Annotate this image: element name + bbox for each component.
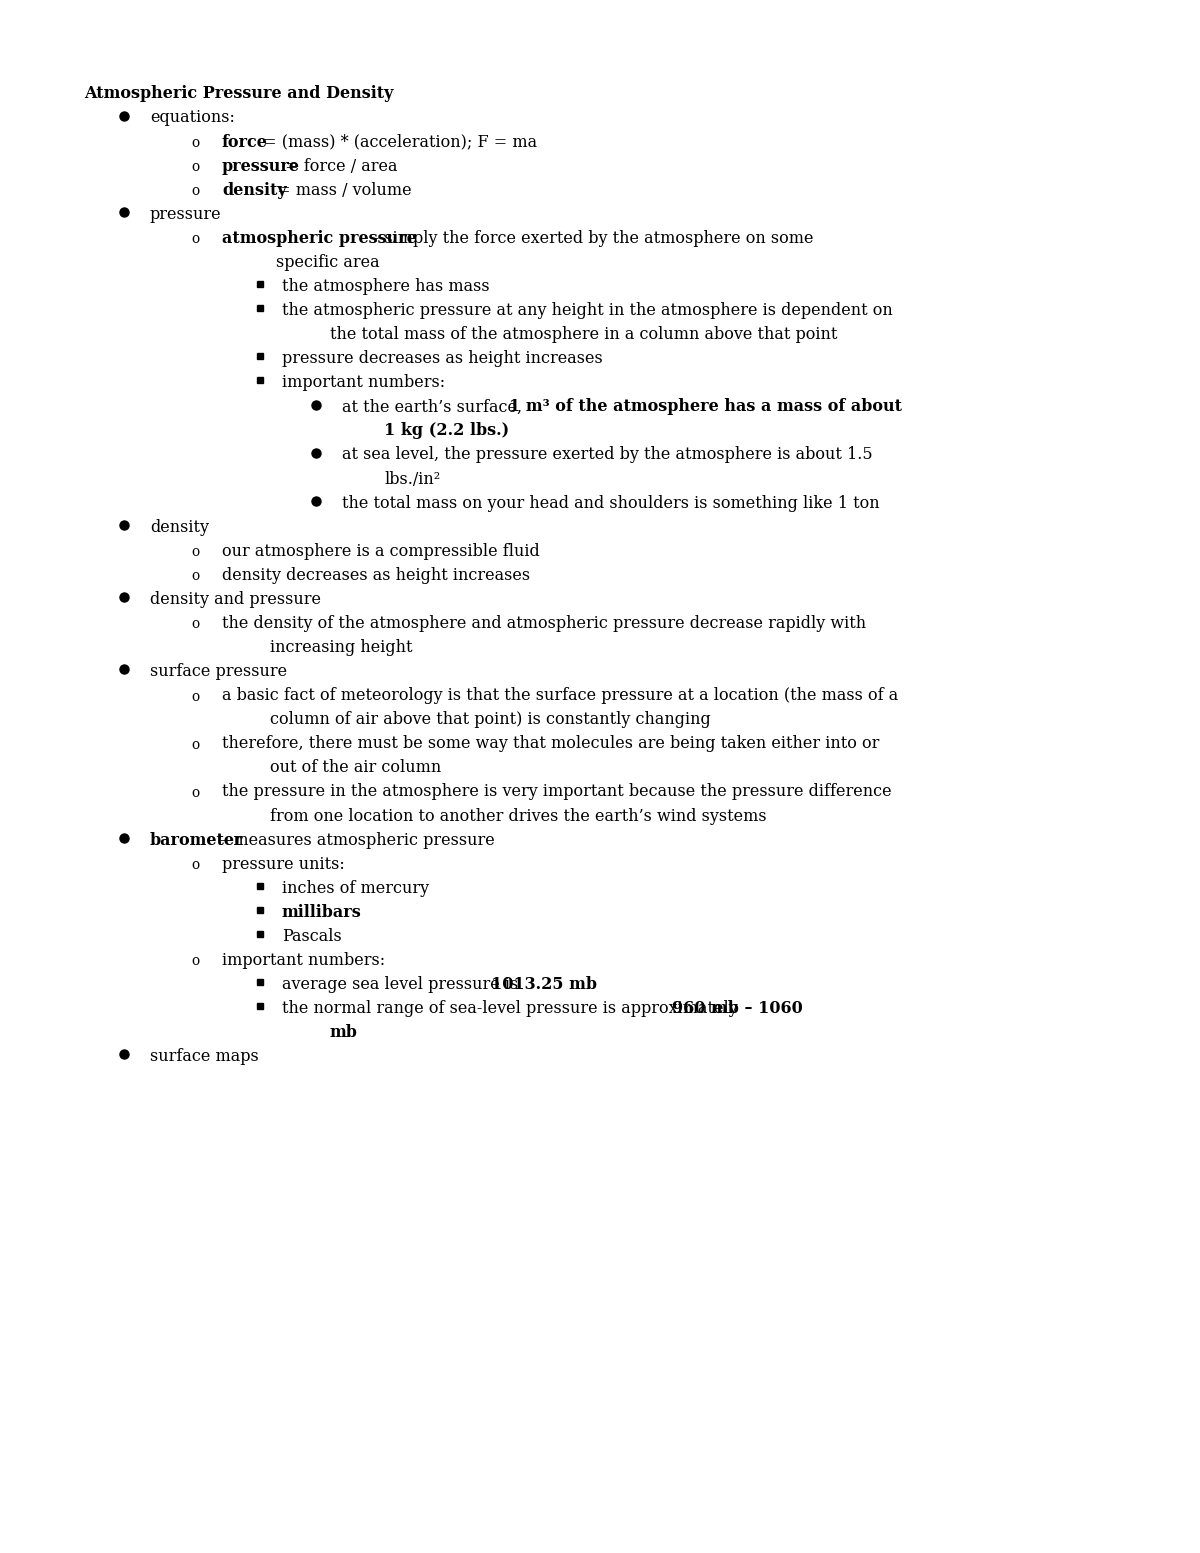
Text: pressure units:: pressure units: [222, 856, 344, 873]
Text: density: density [150, 519, 209, 536]
Text: our atmosphere is a compressible fluid: our atmosphere is a compressible fluid [222, 542, 540, 559]
Text: a basic fact of meteorology is that the surface pressure at a location (the mass: a basic fact of meteorology is that the … [222, 686, 899, 704]
Text: important numbers:: important numbers: [282, 374, 445, 391]
Text: pressure decreases as height increases: pressure decreases as height increases [282, 349, 602, 367]
Text: density: density [222, 182, 287, 199]
Text: o: o [192, 231, 199, 247]
Text: the density of the atmosphere and atmospheric pressure decrease rapidly with: the density of the atmosphere and atmosp… [222, 615, 866, 632]
Text: o: o [192, 568, 199, 584]
Text: the pressure in the atmosphere is very important because the pressure difference: the pressure in the atmosphere is very i… [222, 783, 892, 800]
Text: o: o [192, 786, 199, 800]
Text: – measures atmospheric pressure: – measures atmospheric pressure [215, 831, 494, 848]
Text: increasing height: increasing height [270, 638, 413, 655]
Text: barometer: barometer [150, 831, 244, 848]
Text: = force / area: = force / area [280, 157, 397, 174]
Text: o: o [192, 857, 199, 873]
Text: density decreases as height increases: density decreases as height increases [222, 567, 530, 584]
Text: inches of mercury: inches of mercury [282, 879, 430, 896]
Text: important numbers:: important numbers: [222, 952, 385, 969]
Text: the total mass of the atmosphere in a column above that point: the total mass of the atmosphere in a co… [330, 326, 838, 343]
Text: column of air above that point) is constantly changing: column of air above that point) is const… [270, 711, 710, 728]
Text: o: o [192, 545, 199, 559]
Text: average sea level pressure is: average sea level pressure is [282, 975, 523, 992]
Text: from one location to another drives the earth’s wind systems: from one location to another drives the … [270, 808, 767, 825]
Text: o: o [192, 954, 199, 969]
Text: out of the air column: out of the air column [270, 759, 442, 776]
Text: atmospheric pressure: atmospheric pressure [222, 230, 416, 247]
Text: 960 mb – 1060: 960 mb – 1060 [672, 1000, 803, 1017]
Text: o: o [192, 183, 199, 199]
Text: o: o [192, 690, 199, 704]
Text: surface pressure: surface pressure [150, 663, 287, 680]
Text: mb: mb [330, 1023, 358, 1041]
Text: Atmospheric Pressure and Density: Atmospheric Pressure and Density [84, 85, 394, 102]
Text: Pascals: Pascals [282, 927, 342, 944]
Text: = (mass) * (acceleration); F = ma: = (mass) * (acceleration); F = ma [258, 134, 538, 151]
Text: = mass / volume: = mass / volume [272, 182, 412, 199]
Text: 1 kg (2.2 lbs.): 1 kg (2.2 lbs.) [384, 422, 509, 439]
Text: density and pressure: density and pressure [150, 590, 322, 607]
Text: o: o [192, 160, 199, 174]
Text: 1 m³ of the atmosphere has a mass of about: 1 m³ of the atmosphere has a mass of abo… [509, 398, 902, 415]
Text: equations:: equations: [150, 109, 235, 126]
Text: millibars: millibars [282, 904, 361, 921]
Text: – simply the force exerted by the atmosphere on some: – simply the force exerted by the atmosp… [366, 230, 814, 247]
Text: the total mass on your head and shoulders is something like 1 ton: the total mass on your head and shoulder… [342, 494, 880, 511]
Text: the atmospheric pressure at any height in the atmosphere is dependent on: the atmospheric pressure at any height i… [282, 301, 893, 318]
Text: at the earth’s surface,: at the earth’s surface, [342, 398, 527, 415]
Text: lbs./in²: lbs./in² [384, 471, 440, 488]
Text: at sea level, the pressure exerted by the atmosphere is about 1.5: at sea level, the pressure exerted by th… [342, 446, 872, 463]
Text: the atmosphere has mass: the atmosphere has mass [282, 278, 490, 295]
Text: o: o [192, 738, 199, 752]
Text: specific area: specific area [276, 253, 379, 270]
Text: surface maps: surface maps [150, 1048, 259, 1065]
Text: o: o [192, 617, 199, 632]
Text: therefore, there must be some way that molecules are being taken either into or: therefore, there must be some way that m… [222, 735, 880, 752]
Text: 1013.25 mb: 1013.25 mb [491, 975, 596, 992]
Text: pressure: pressure [222, 157, 300, 174]
Text: the normal range of sea-level pressure is approximately: the normal range of sea-level pressure i… [282, 1000, 743, 1017]
Text: pressure: pressure [150, 205, 222, 222]
Text: force: force [222, 134, 268, 151]
Text: o: o [192, 135, 199, 151]
